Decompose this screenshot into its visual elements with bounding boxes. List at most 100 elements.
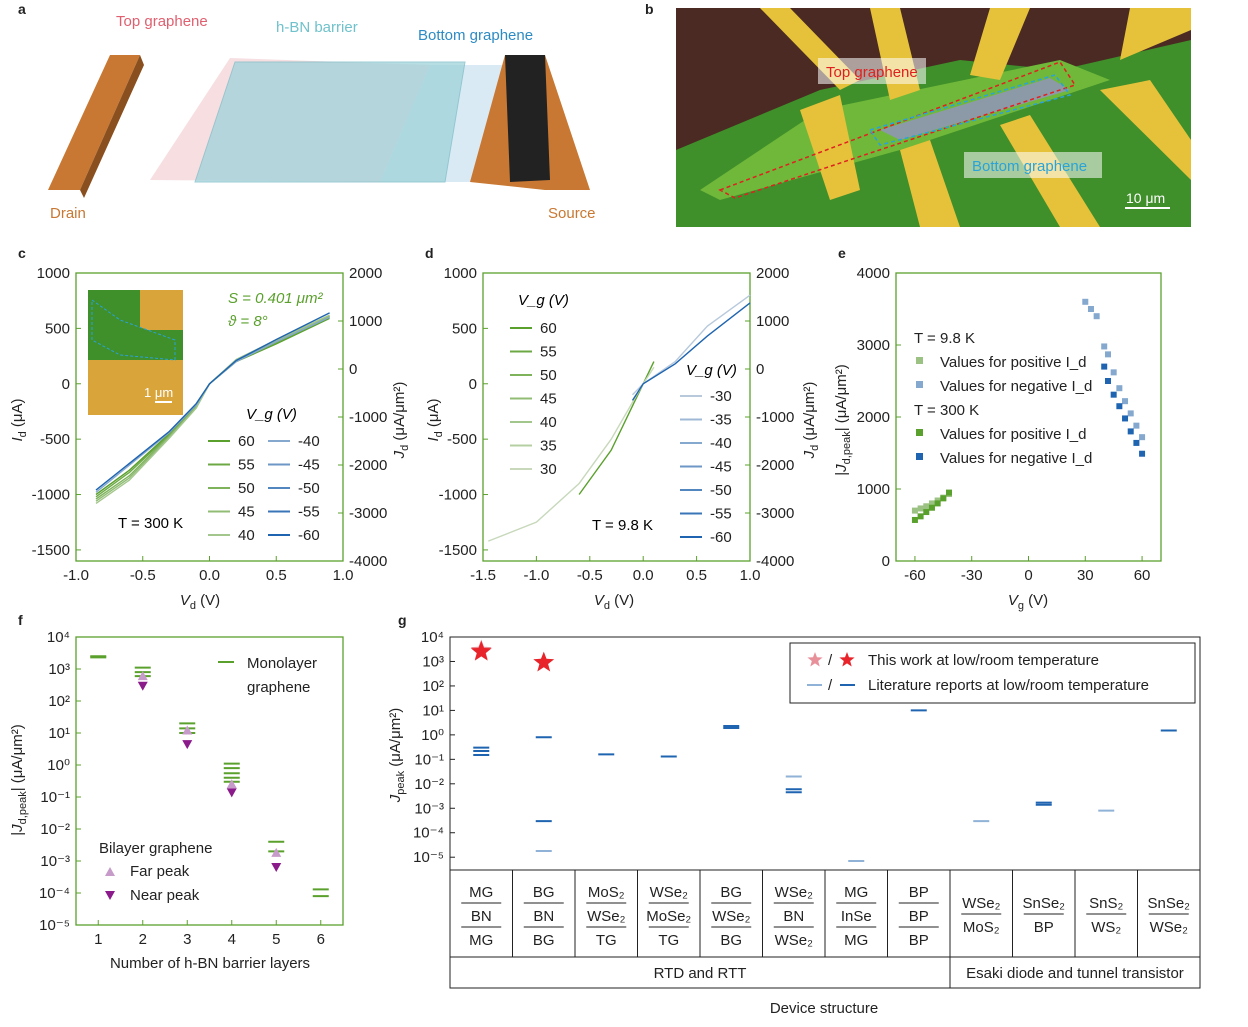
device-layer-label: SnS₂ [1089,895,1123,912]
top-graphene-label: Top graphene [116,13,208,30]
y-tick-label: 10² [48,693,70,710]
x-tick-label: 30 [1077,567,1094,584]
near-peak-marker [137,681,148,691]
scatter-point [1139,434,1146,441]
legend-marker [916,453,923,460]
legend-star-room [839,652,855,667]
device-layer-label: MG [844,884,868,901]
chart-d-y2label: Jd (μA/μm²) [801,382,821,460]
x-tick-label: 1.0 [740,567,761,584]
chart-g: 10⁻⁵ 10⁻⁴ 10⁻³ 10⁻² 10⁻¹ 10⁰ 10¹ 10² 10³ 10⁴ MG BN… [387,629,1201,1017]
legend-entry: 40 [540,414,557,431]
far-peak-marker [182,725,193,735]
chart-d-legend-title: V_g (V) [518,292,569,309]
y-tick-label: 3000 [857,337,890,354]
legend-entry: 55 [238,457,255,474]
x-tick-label: 0.5 [686,567,707,584]
chart-c-ylabel: Id (μA) [9,398,29,441]
device-layer-label: BG [533,884,555,901]
legend-entry: -45 [298,457,320,474]
y2-tick-label: 1000 [756,313,789,330]
legend-monolayer: Monolayer [247,655,317,672]
y-tick-label: 10⁻⁵ [413,849,444,866]
legend-entry: Values for positive I_d [940,354,1086,371]
device-layer-label: BP [1034,919,1054,936]
y2-tick-label: -4000 [756,553,794,570]
legend-this-work: This work at low/room temperature [868,652,1099,669]
chart-c-xlabel: Vd (V) [180,592,220,612]
legend-entry: -55 [710,506,732,523]
scatter-point [1110,369,1117,376]
x-tick-label: 4 [228,931,236,948]
device-layer-label: BP [909,884,929,901]
chart-c-angle-annotation: ϑ = 8° [228,313,268,330]
scatter-point [1082,298,1089,305]
chart-e-xlabel: Vg (V) [1008,592,1048,612]
scatter-point [1087,306,1094,312]
y-tick-label: 10⁴ [47,629,70,646]
legend-entry: -60 [298,527,320,544]
chart-e: -60 -30 0 30 60 0 1000 2000 3000 4000 Vg (V) |Jd,… [833,265,1162,612]
group-label-esaki: Esaki diode and tunnel transistor [966,965,1184,982]
device-layer-label: BN [471,908,492,925]
device-layer-label: SnSe₂ [1022,895,1065,912]
device-layer-label: BG [720,932,742,949]
bottom-graphene-label: Bottom graphene [418,27,533,44]
legend-near-marker [105,891,115,900]
x-tick-label: 6 [317,931,325,948]
legend-entry: 60 [238,433,255,450]
scatter-point [1101,343,1108,350]
y2-tick-label: 0 [756,361,764,378]
y-tick-label: 10² [422,678,444,695]
chart-d-xlabel: Vd (V) [594,592,634,612]
legend-entry: Values for negative I_d [940,378,1092,395]
x-tick-label: -30 [961,567,983,584]
legend-entry: Values for positive I_d [940,426,1086,443]
legend-slash-2: / [828,677,833,694]
panel-letter-c: c [18,245,26,261]
legend-entry: 55 [540,344,557,361]
legend-entry: 30 [540,461,557,478]
scatter-point [917,513,924,520]
scatter-point [928,504,935,511]
device-layer-label: BN [783,908,804,925]
scatter-point [928,500,935,507]
y-tick-label: 10⁻¹ [40,789,70,806]
y-tick-label: 0 [62,376,70,393]
legend-entry: 45 [540,391,557,408]
panel-letter-f: f [18,612,23,628]
iv-curve-30 [488,366,655,542]
scatter-point [917,505,924,512]
near-peak-marker [182,740,193,750]
far-peak-marker [226,779,237,789]
chart-d-legend-title-2: V_g (V) [686,362,737,379]
x-tick-label: 60 [1134,567,1151,584]
chart-d-temperature: T = 9.8 K [592,517,653,534]
group-label-rtd: RTD and RTT [654,965,747,982]
legend-entry: -50 [298,480,320,497]
y2-tick-label: 1000 [349,313,382,330]
hbn-barrier-label: h-BN barrier [276,19,358,36]
scatter-point [934,500,941,507]
x-tick-label: 0 [1024,567,1032,584]
hbn-barrier-slab [194,61,466,183]
device-layer-label: WSe₂ [962,895,1001,912]
near-peak-marker [226,788,237,798]
y-tick-label: -1000 [439,487,477,504]
y2-tick-label: -3000 [756,505,794,522]
y-tick-label: 0 [469,376,477,393]
scatter-point [1139,450,1146,457]
chart-c-y2label: Jd (μA/μm²) [391,382,411,460]
legend-near: Near peak [130,887,200,904]
legend-entry: Values for negative I_d [940,450,1092,467]
device-layer-label: BG [720,884,742,901]
scatter-point [923,503,930,510]
y-tick-label: 10³ [48,661,70,678]
y-tick-label: 10⁴ [421,629,444,646]
y-tick-label: 10⁻³ [414,800,444,817]
device-layer-label: MG [844,932,868,949]
legend-entry: 50 [238,480,255,497]
device-layer-label: WS₂ [1091,919,1121,936]
y-tick-label: 500 [45,320,70,337]
device-layer-label: BP [909,932,929,949]
